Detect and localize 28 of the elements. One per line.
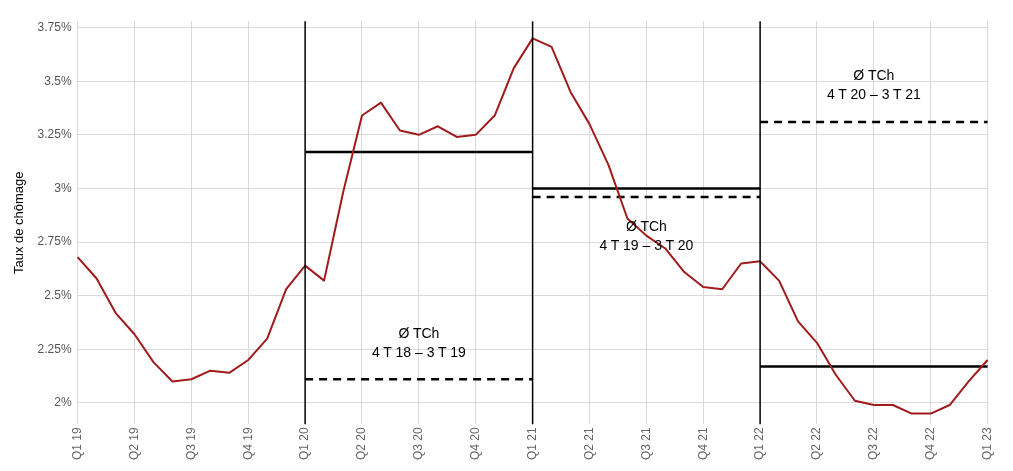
x-tick-label: Q4 21 [695, 427, 710, 461]
y-tick-label: 2% [54, 395, 72, 410]
y-tick-label: 3% [54, 180, 72, 195]
x-tick-label: Q4 22 [923, 427, 938, 461]
annotation: Ø TCh 4 T 18 – 3 T 19 [371, 324, 467, 360]
x-tick-label: Q4 20 [468, 427, 483, 461]
annotation: Ø TCh 4 T 20 – 3 T 21 [826, 67, 922, 103]
x-tick-label: Q2 21 [581, 427, 596, 461]
x-tick-label: Q4 19 [240, 427, 255, 461]
y-tick-label: 3.5% [44, 73, 72, 88]
y-axis-title: Taux de chômage [11, 171, 27, 275]
y-tick-label: 2.75% [37, 234, 72, 249]
y-tick-label: 3.25% [37, 127, 72, 142]
x-tick-label: Q3 20 [411, 427, 426, 461]
y-tick-label: 3.75% [37, 19, 72, 34]
y-tick-label: 2.25% [37, 341, 72, 356]
x-tick-label: Q1 20 [297, 427, 312, 461]
x-tick-label: Q3 19 [183, 427, 198, 461]
x-tick-label: Q1 22 [752, 427, 767, 461]
x-tick-label: Q2 22 [809, 427, 824, 461]
x-tick-label: Q3 21 [638, 427, 653, 461]
x-tick-label: Q2 19 [126, 427, 141, 461]
x-tick-label: Q3 22 [866, 427, 881, 461]
x-tick-label: Q1 21 [524, 427, 539, 461]
x-tick-label: Q1 23 [979, 427, 994, 461]
y-tick-label: 2.5% [44, 287, 72, 302]
x-tick-label: Q1 19 [69, 427, 84, 461]
x-tick-label: Q2 20 [354, 427, 369, 461]
